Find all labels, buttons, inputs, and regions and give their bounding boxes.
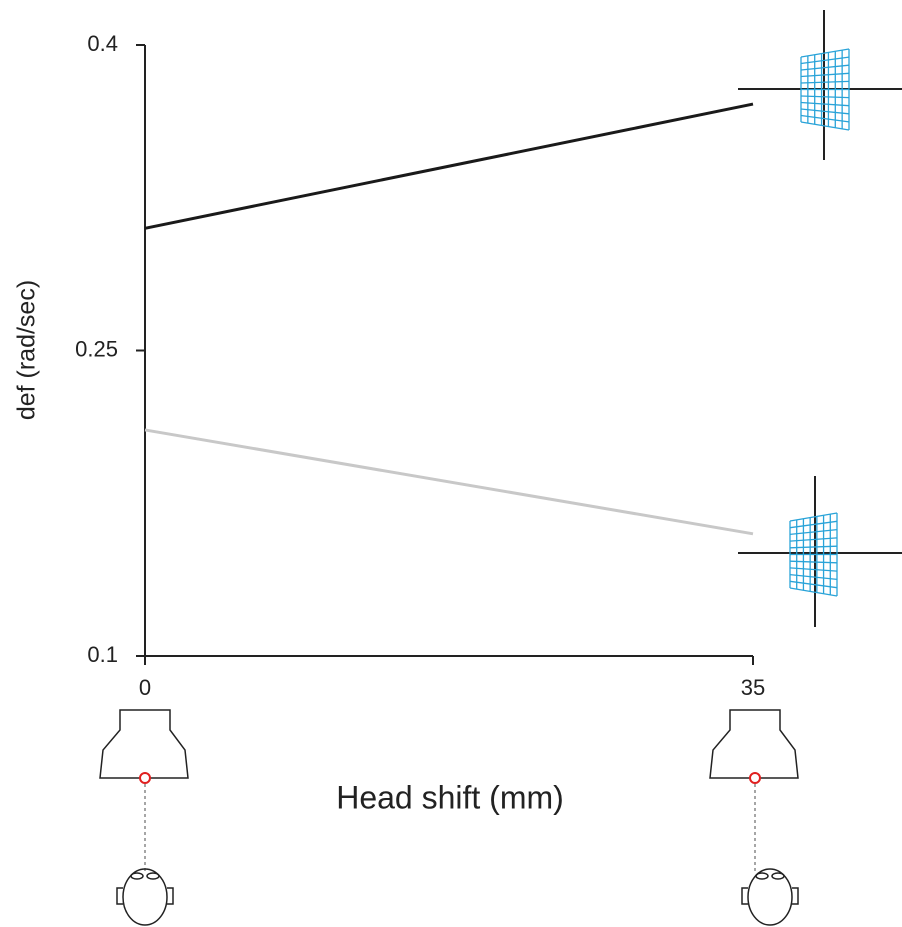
grid-stroke <box>789 560 838 564</box>
y-tick-label: 0.1 <box>87 642 118 667</box>
ears <box>116 887 174 905</box>
fixation <box>749 772 761 784</box>
setup-right <box>709 709 799 926</box>
grid-stroke <box>800 95 850 99</box>
monitor <box>99 709 189 779</box>
grid-stroke <box>789 520 838 529</box>
grid-stroke <box>789 528 838 536</box>
monitor <box>709 709 799 779</box>
x-tick-label: 0 <box>139 675 151 700</box>
grid-stroke <box>800 56 850 65</box>
y-axis-label: def (rad/sec) <box>13 280 41 420</box>
grid-stroke <box>789 580 838 589</box>
data-line <box>144 102 754 230</box>
head <box>122 868 168 926</box>
eye <box>130 872 144 880</box>
eye <box>146 872 160 880</box>
screen-grid <box>800 48 850 131</box>
crosshair-top <box>738 10 902 160</box>
grid-stroke <box>800 48 850 58</box>
y-tick-label: 0.25 <box>75 336 118 361</box>
grid-stroke <box>800 64 850 71</box>
fixation <box>139 772 151 784</box>
grid-stroke <box>789 573 838 581</box>
setup-left <box>99 709 189 926</box>
grid-stroke <box>789 512 838 522</box>
grid-stroke <box>800 72 850 78</box>
grid-stroke <box>800 80 850 84</box>
x-tick-label: 35 <box>741 675 765 700</box>
y-tick-label: 0.4 <box>87 31 118 56</box>
eye <box>771 872 785 880</box>
ears <box>741 887 799 905</box>
eye <box>755 872 769 880</box>
crosshair-bottom <box>738 476 902 627</box>
x-axis-label: Head shift (mm) <box>336 779 564 815</box>
grid-stroke <box>800 108 850 115</box>
head <box>747 868 793 926</box>
grid-stroke <box>800 114 850 123</box>
grid-stroke <box>789 587 838 597</box>
grid-stroke <box>789 537 838 542</box>
grid-stroke <box>789 545 838 549</box>
grid-stroke <box>800 121 850 131</box>
grid-stroke <box>789 567 838 572</box>
grid-stroke <box>800 101 850 107</box>
screen-grid <box>789 512 838 597</box>
data-line <box>144 428 754 536</box>
